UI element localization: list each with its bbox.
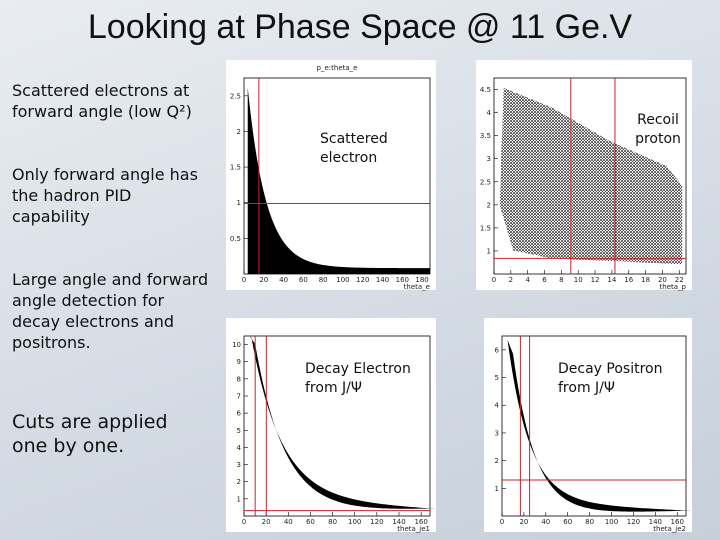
density <box>247 87 430 274</box>
y-tick-label: 3 <box>495 429 499 437</box>
y-tick-label: 2.5 <box>480 178 491 186</box>
bullet: Cuts are applied one by one. <box>12 411 168 457</box>
y-tick-label: 3.5 <box>480 132 491 140</box>
x-tick-label: 6 <box>542 276 547 284</box>
y-tick-label: 1 <box>237 495 241 503</box>
plot-panel <box>484 318 692 532</box>
y-tick-label: 1 <box>237 199 241 207</box>
plot-frame <box>493 77 687 275</box>
x-tick-label: 40 <box>279 276 288 284</box>
bullet: Large angle and forward angle detection … <box>12 270 209 352</box>
plot-label: Recoil proton <box>635 112 681 147</box>
x-axis-label: theta_je2 <box>653 525 686 533</box>
y-tick-label: 1 <box>487 247 491 255</box>
y-tick-label: 7 <box>237 393 241 401</box>
x-tick-label: 20 <box>658 276 667 284</box>
x-tick-label: 80 <box>585 518 594 526</box>
slide-title: Looking at Phase Space @ 11 Ge.V <box>87 8 633 46</box>
x-tick-label: 120 <box>356 276 369 284</box>
y-tick-label: 9 <box>237 358 241 366</box>
x-tick-label: 140 <box>376 276 389 284</box>
y-tick-label: 3 <box>237 461 241 469</box>
y-tick-label: 4 <box>495 402 500 410</box>
plot-panel <box>226 318 436 532</box>
x-tick-label: 180 <box>415 276 428 284</box>
plot-label: Decay Positron from J/Ψ <box>558 361 663 396</box>
plot-frame <box>501 335 687 517</box>
x-tick-label: 120 <box>627 518 640 526</box>
plot-label: Scattered electron <box>320 131 388 166</box>
x-tick-label: 20 <box>519 518 528 526</box>
x-tick-label: 10 <box>574 276 583 284</box>
x-tick-label: 14 <box>607 276 616 284</box>
x-tick-label: 120 <box>370 518 383 526</box>
x-tick-label: 2 <box>509 276 513 284</box>
x-tick-label: 60 <box>563 518 572 526</box>
y-tick-label: 2 <box>487 201 491 209</box>
x-axis-label: theta_je1 <box>397 525 430 533</box>
y-tick-label: 1 <box>495 485 499 493</box>
x-tick-label: 60 <box>306 518 315 526</box>
x-axis-label: theta_p <box>660 283 687 291</box>
y-tick-label: 2 <box>237 478 241 486</box>
x-tick-label: 80 <box>319 276 328 284</box>
y-tick-label: 8 <box>237 375 241 383</box>
x-tick-label: 4 <box>525 276 530 284</box>
y-tick-label: 10 <box>232 341 241 349</box>
x-tick-label: 12 <box>591 276 600 284</box>
plot-label: Decay Electron from J/Ψ <box>305 361 411 396</box>
plot-title: p_e:theta_e <box>317 64 358 72</box>
x-tick-label: 100 <box>605 518 618 526</box>
density <box>499 87 683 265</box>
x-tick-label: 140 <box>649 518 662 526</box>
y-tick-label: 2 <box>495 457 499 465</box>
x-tick-label: 100 <box>348 518 361 526</box>
x-tick-label: 80 <box>328 518 337 526</box>
x-tick-label: 0 <box>242 518 246 526</box>
x-tick-label: 22 <box>675 276 684 284</box>
x-tick-label: 160 <box>396 276 409 284</box>
x-tick-label: 0 <box>492 276 496 284</box>
x-tick-label: 140 <box>392 518 405 526</box>
y-tick-label: 1.5 <box>480 224 491 232</box>
x-tick-label: 100 <box>336 276 349 284</box>
x-tick-label: 160 <box>414 518 427 526</box>
x-axis-label: theta_e <box>404 283 430 291</box>
y-tick-label: 6 <box>237 410 242 418</box>
x-tick-label: 40 <box>284 518 293 526</box>
bullet: Scattered electrons at forward angle (lo… <box>12 81 192 121</box>
y-tick-label: 6 <box>495 346 500 354</box>
y-tick-label: 4 <box>237 444 242 452</box>
y-tick-label: 2 <box>237 128 241 136</box>
x-tick-label: 0 <box>242 276 246 284</box>
y-tick-label: 1.5 <box>230 164 241 172</box>
x-tick-label: 160 <box>671 518 684 526</box>
density <box>249 336 436 509</box>
x-tick-label: 18 <box>641 276 650 284</box>
x-tick-label: 20 <box>262 518 271 526</box>
plot-frame <box>243 335 431 517</box>
x-tick-label: 40 <box>541 518 550 526</box>
y-tick-label: 3 <box>487 155 491 163</box>
x-tick-label: 16 <box>624 276 633 284</box>
bullet: Only forward angle has the hadron PID ca… <box>12 165 198 226</box>
y-tick-label: 4.5 <box>480 86 491 94</box>
y-tick-label: 5 <box>237 427 241 435</box>
y-tick-label: 0.5 <box>230 235 241 243</box>
y-tick-label: 4 <box>487 109 492 117</box>
x-tick-label: 8 <box>559 276 563 284</box>
x-tick-label: 0 <box>500 518 504 526</box>
x-tick-label: 20 <box>259 276 268 284</box>
y-tick-label: 2.5 <box>230 92 241 100</box>
plot-frame <box>243 77 431 275</box>
y-tick-label: 5 <box>495 374 499 382</box>
x-tick-label: 60 <box>299 276 308 284</box>
